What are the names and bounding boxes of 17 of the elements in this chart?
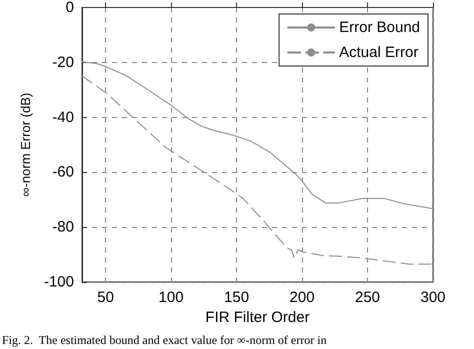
y-tick-label: 0	[66, 0, 74, 16]
y-tick-label: -40	[52, 108, 74, 126]
x-tick-label: 300	[420, 289, 446, 306]
legend-label: Error Bound	[339, 19, 420, 36]
y-tick-label: -100	[44, 274, 74, 290]
caption: Fig. 2. The estimated bound and exact value for ∞-norm of error in	[2, 333, 327, 347]
legend-label: Actual Error	[339, 44, 418, 61]
x-tick-label: 250	[355, 289, 380, 306]
y-tick-label: -60	[52, 164, 74, 181]
x-axis-title: FIR Filter Order	[205, 308, 310, 326]
y-axis-title: ∞-norm Error (dB)	[18, 92, 33, 197]
y-tick-label: -80	[52, 218, 74, 236]
x-tick-label: 150	[224, 289, 250, 306]
y-tick-label: -20	[52, 54, 74, 71]
x-tick-label: 50	[97, 289, 114, 306]
x-tick-label: 200	[290, 289, 315, 306]
x-tick-label: 100	[158, 289, 184, 306]
